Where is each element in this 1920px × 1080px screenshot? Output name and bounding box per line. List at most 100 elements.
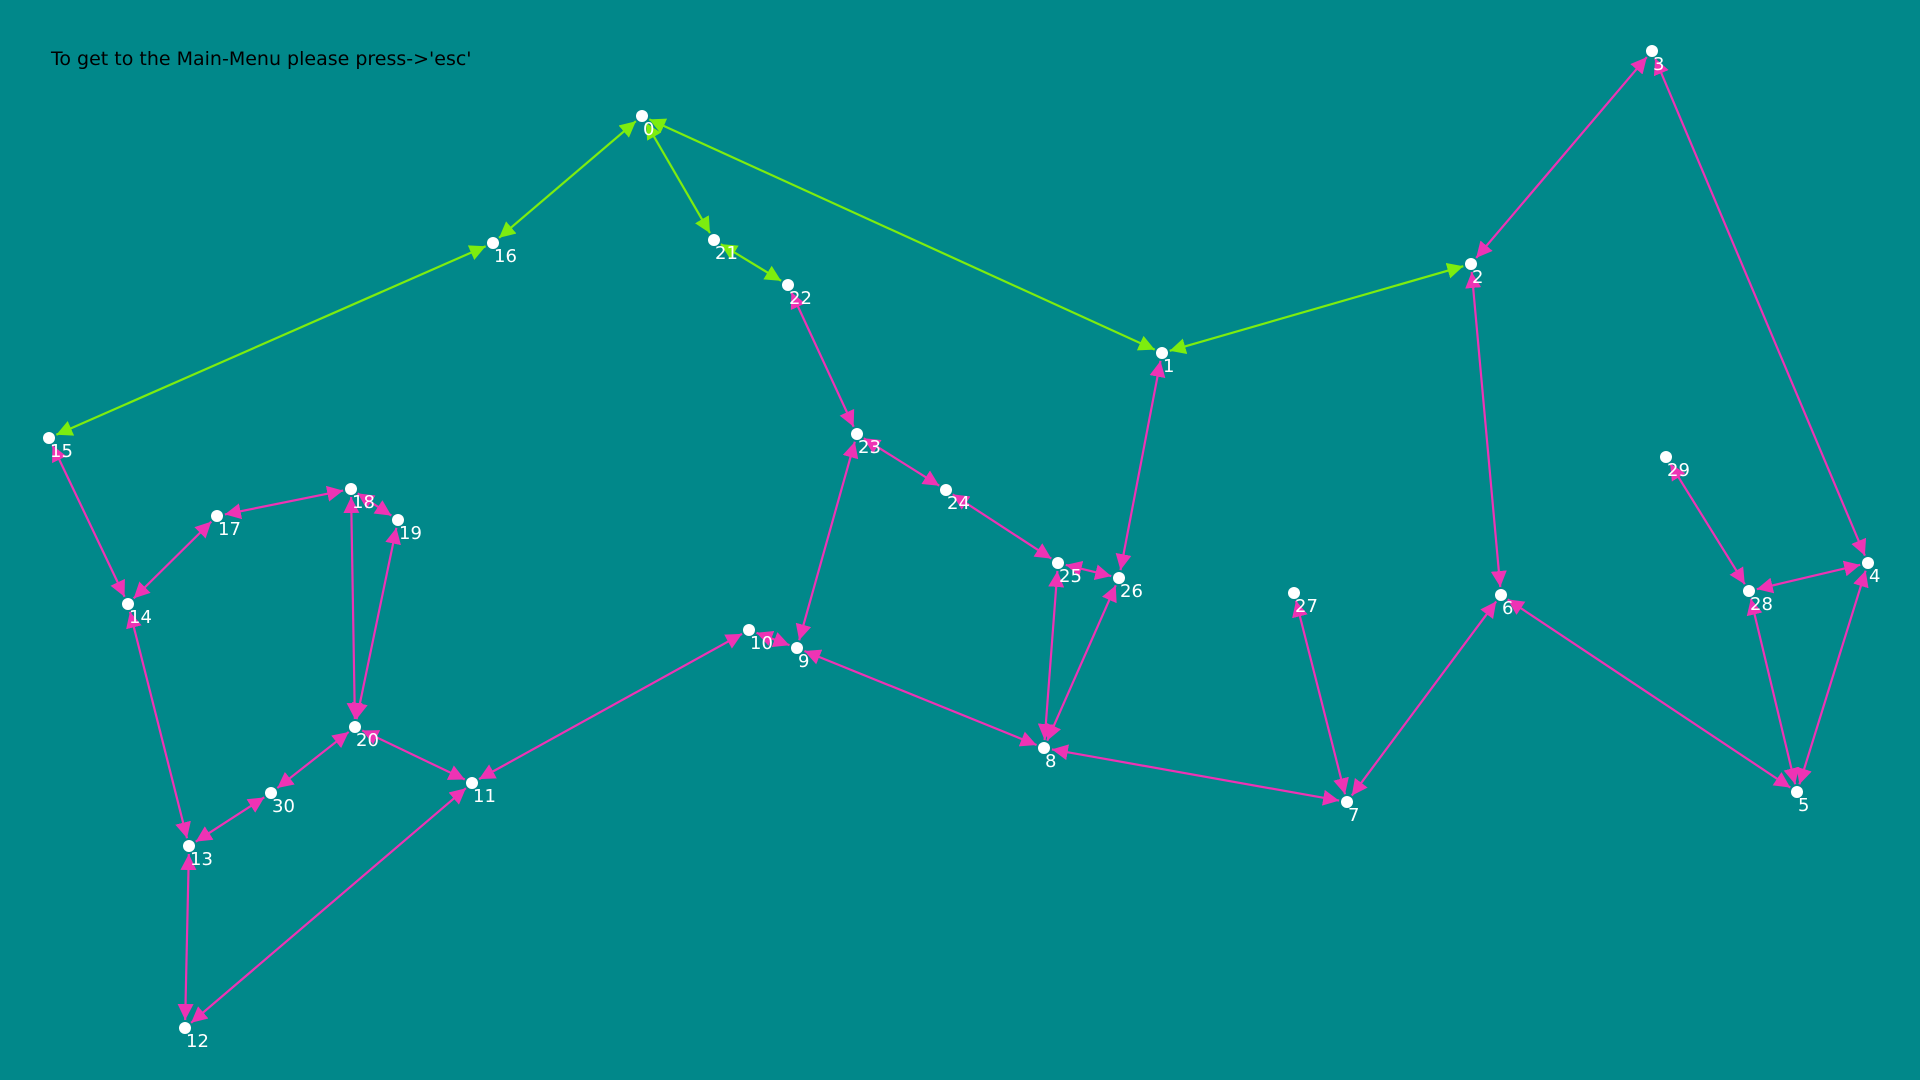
node-9[interactable]: 9 (791, 642, 809, 672)
node-dot-30[interactable] (265, 787, 277, 799)
node-4[interactable]: 4 (1862, 557, 1880, 587)
node-label-1: 1 (1163, 356, 1174, 377)
node-0[interactable]: 0 (636, 110, 654, 140)
node-dot-7[interactable] (1341, 796, 1353, 808)
edge-29-28 (1669, 463, 1746, 585)
node-29[interactable]: 29 (1660, 451, 1690, 481)
node-dot-21[interactable] (708, 234, 720, 246)
node-dot-15[interactable] (43, 432, 55, 444)
node-21[interactable]: 21 (708, 234, 738, 264)
node-label-17: 17 (218, 519, 241, 540)
node-label-30: 30 (272, 796, 295, 817)
edge-14-13 (126, 611, 191, 839)
node-dot-11[interactable] (466, 777, 478, 789)
node-dot-17[interactable] (211, 510, 223, 522)
node-1[interactable]: 1 (1156, 347, 1174, 377)
edge-4-5 (1796, 570, 1869, 785)
node-17[interactable]: 17 (211, 510, 241, 540)
node-13[interactable]: 13 (183, 840, 213, 870)
node-dot-20[interactable] (349, 721, 361, 733)
node-dot-14[interactable] (122, 598, 134, 610)
node-dot-1[interactable] (1156, 347, 1168, 359)
node-label-7: 7 (1348, 805, 1359, 826)
node-dot-13[interactable] (183, 840, 195, 852)
node-7[interactable]: 7 (1341, 796, 1359, 826)
node-5[interactable]: 5 (1791, 786, 1809, 816)
edge-15-14 (51, 444, 126, 598)
node-label-18: 18 (352, 492, 375, 513)
node-18[interactable]: 18 (345, 483, 375, 513)
edge-1-2 (1169, 262, 1464, 355)
node-dot-26[interactable] (1113, 572, 1125, 584)
node-dot-23[interactable] (851, 428, 863, 440)
edge-19-20 (352, 527, 401, 720)
node-dot-9[interactable] (791, 642, 803, 654)
edge-11-12 (190, 787, 467, 1024)
edge-15-16 (55, 245, 487, 436)
node-label-11: 11 (473, 786, 496, 807)
node-dot-12[interactable] (179, 1022, 191, 1034)
node-dot-4[interactable] (1862, 557, 1874, 569)
node-dot-6[interactable] (1495, 589, 1507, 601)
node-3[interactable]: 3 (1646, 45, 1664, 75)
edge-17-18 (224, 485, 344, 520)
node-label-9: 9 (798, 651, 809, 672)
node-27[interactable]: 27 (1288, 587, 1318, 617)
node-2[interactable]: 2 (1465, 258, 1483, 288)
node-dot-16[interactable] (487, 237, 499, 249)
node-12[interactable]: 12 (179, 1022, 209, 1052)
node-dot-28[interactable] (1743, 585, 1755, 597)
node-dot-24[interactable] (940, 484, 952, 496)
node-label-25: 25 (1059, 566, 1082, 587)
node-10[interactable]: 10 (743, 624, 773, 654)
main-menu-hint: To get to the Main-Menu please press->'e… (51, 48, 472, 70)
edge-16-0 (498, 120, 637, 239)
node-8[interactable]: 8 (1038, 742, 1056, 772)
node-6[interactable]: 6 (1495, 589, 1513, 619)
node-label-10: 10 (750, 633, 773, 654)
node-28[interactable]: 28 (1743, 585, 1773, 615)
node-dot-18[interactable] (345, 483, 357, 495)
node-dot-27[interactable] (1288, 587, 1300, 599)
node-label-15: 15 (50, 441, 73, 462)
edges-layer (51, 56, 1869, 1024)
node-26[interactable]: 26 (1113, 572, 1143, 602)
node-label-22: 22 (789, 288, 812, 309)
node-label-21: 21 (715, 243, 738, 264)
edge-3-2 (1475, 56, 1648, 259)
node-label-20: 20 (356, 730, 379, 751)
node-dot-25[interactable] (1052, 557, 1064, 569)
edge-23-9 (795, 441, 859, 641)
node-19[interactable]: 19 (392, 514, 422, 544)
node-15[interactable]: 15 (43, 432, 73, 462)
node-label-4: 4 (1869, 566, 1880, 587)
node-dot-5[interactable] (1791, 786, 1803, 798)
node-dot-19[interactable] (392, 514, 404, 526)
edge-10-9 (756, 630, 790, 648)
node-14[interactable]: 14 (122, 598, 152, 628)
node-dot-29[interactable] (1660, 451, 1672, 463)
node-24[interactable]: 24 (940, 484, 970, 514)
node-dot-22[interactable] (782, 279, 794, 291)
edge-27-7 (1292, 600, 1349, 795)
node-16[interactable]: 16 (487, 237, 517, 267)
node-label-16: 16 (494, 246, 517, 267)
node-22[interactable]: 22 (782, 279, 812, 309)
node-label-23: 23 (858, 437, 881, 458)
edge-24-25 (952, 493, 1052, 560)
node-dot-8[interactable] (1038, 742, 1050, 754)
node-dot-2[interactable] (1465, 258, 1477, 270)
node-23[interactable]: 23 (851, 428, 881, 458)
node-11[interactable]: 11 (466, 777, 496, 807)
edge-1-26 (1115, 360, 1166, 571)
node-25[interactable]: 25 (1052, 557, 1082, 587)
node-dot-10[interactable] (743, 624, 755, 636)
node-20[interactable]: 20 (349, 721, 379, 751)
edge-28-5 (1746, 598, 1800, 785)
edge-22-23 (790, 291, 855, 428)
node-30[interactable]: 30 (265, 787, 295, 817)
node-label-13: 13 (190, 849, 213, 870)
node-dot-3[interactable] (1646, 45, 1658, 57)
node-dot-0[interactable] (636, 110, 648, 122)
